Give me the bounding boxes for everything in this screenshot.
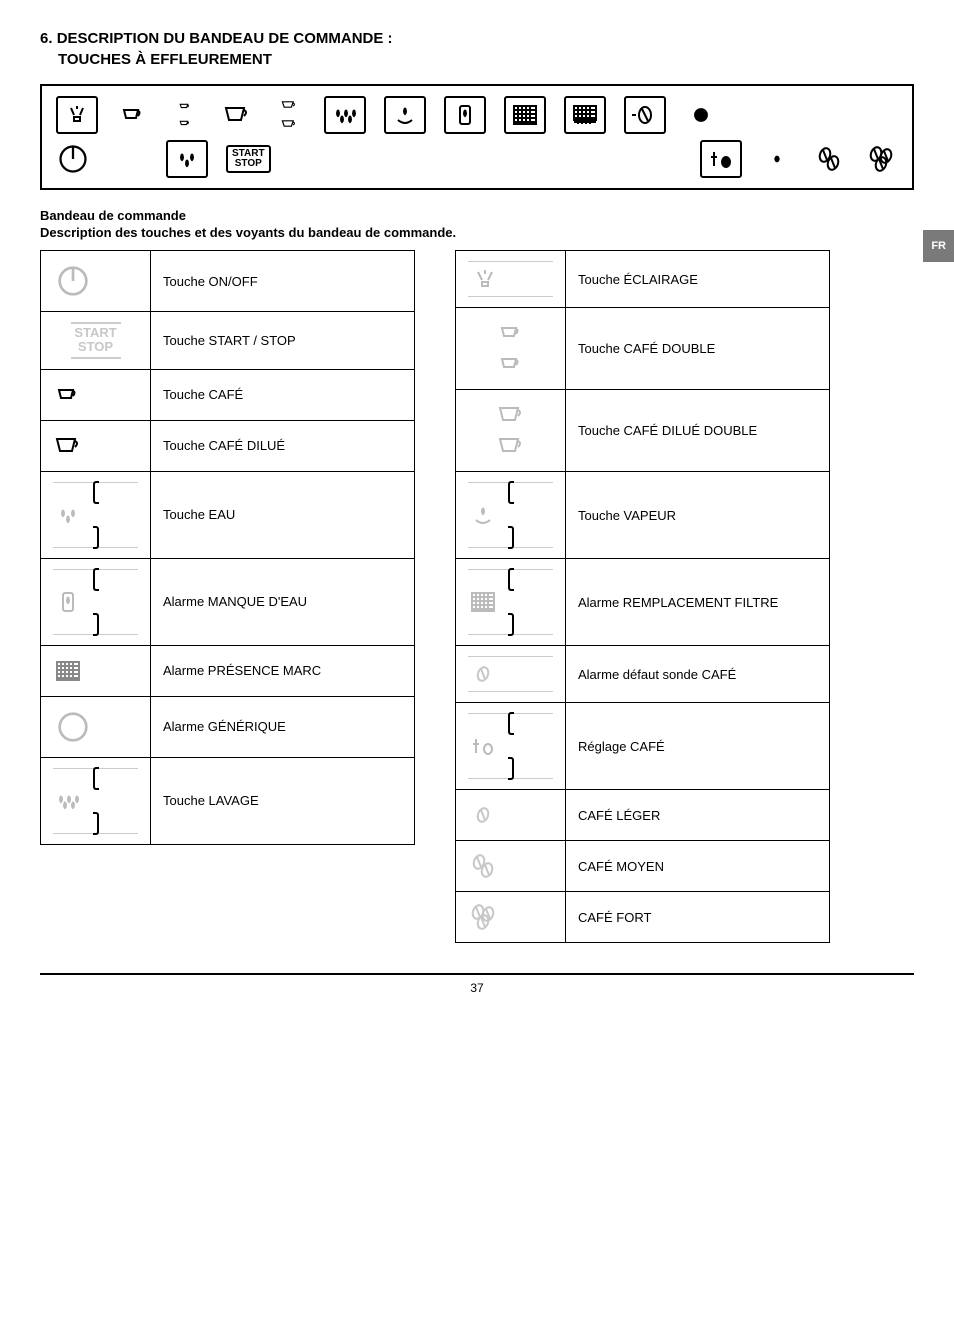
label-cell: Alarme REMPLACEMENT FILTRE	[566, 559, 830, 646]
table-row: Alarme défaut sonde CAFÉ	[456, 646, 830, 703]
table-row: Touche EAU	[41, 471, 415, 558]
section-title-main: DESCRIPTION DU BANDEAU DE COMMANDE :	[57, 30, 393, 47]
power-circle	[56, 142, 90, 176]
cup-double-large	[456, 390, 566, 472]
table-row: Touche CAFÉ DILUÉ DOUBLE	[456, 390, 830, 472]
table-row: STARTSTOP Touche START / STOP	[41, 312, 415, 370]
water-boxed	[444, 98, 486, 132]
bean-boxed	[624, 98, 666, 132]
filter-boxed	[564, 98, 606, 132]
bean-med	[812, 142, 846, 176]
cup-large	[220, 98, 254, 132]
section-number: 6.	[40, 30, 53, 47]
bean-large	[864, 142, 898, 176]
language-tab: FR	[923, 230, 954, 262]
legend-table-right: Touche ÉCLAIRAGETouche CAFÉ DOUBLETouche…	[455, 250, 830, 943]
label-cell: Touche CAFÉ DILUÉ DOUBLE	[566, 390, 830, 472]
power-switch	[41, 251, 151, 312]
panel-row-1	[56, 98, 898, 132]
wash-boxed	[324, 98, 366, 132]
cup-double-large-v	[272, 98, 306, 132]
table-row: Touche CAFÉ DOUBLE	[456, 308, 830, 390]
table-row: Touche ON/OFF	[41, 251, 415, 312]
legend-table-left: Touche ON/OFF STARTSTOP Touche START / S…	[40, 250, 415, 845]
table-row: Alarme MANQUE D'EAU	[41, 558, 415, 645]
label-cell: CAFÉ MOYEN	[566, 841, 830, 892]
label-cell: Touche LAVAGE	[151, 757, 415, 844]
label-cell: Touche START / STOP	[151, 312, 415, 370]
section-subtitle: TOUCHES À EFFLEUREMENT	[58, 51, 914, 68]
water-drops-boxed	[166, 142, 208, 176]
table-row: Touche ÉCLAIRAGE	[456, 251, 830, 308]
label-cell: Alarme PRÉSENCE MARC	[151, 645, 415, 696]
page-number: 37	[40, 973, 914, 995]
label-cell: Touche VAPEUR	[566, 472, 830, 559]
label-cell: Réglage CAFÉ	[566, 703, 830, 790]
bean-one-g	[456, 790, 566, 841]
lamp-boxed	[56, 98, 98, 132]
cup-double-small	[456, 308, 566, 390]
table-row: Alarme REMPLACEMENT FILTRE	[456, 559, 830, 646]
steam	[456, 472, 566, 559]
adjust-bean	[456, 703, 566, 790]
table-row: Réglage CAFÉ	[456, 703, 830, 790]
control-panel-diagram: STARTSTOP	[40, 84, 914, 190]
grid-dark	[41, 645, 151, 696]
table-row: Touche VAPEUR	[456, 472, 830, 559]
start-stop-panel: STARTSTOP	[226, 142, 271, 176]
label-cell: Alarme GÉNÉRIQUE	[151, 696, 415, 757]
grid-boxed-dark	[504, 98, 546, 132]
table-row: CAFÉ MOYEN	[456, 841, 830, 892]
bean-one	[456, 646, 566, 703]
subtext: Description des touches et des voyants d…	[40, 225, 914, 240]
table-row: Alarme PRÉSENCE MARC	[41, 645, 415, 696]
cup-small	[41, 369, 151, 420]
bean-small	[760, 142, 794, 176]
label-cell: Touche CAFÉ DOUBLE	[566, 308, 830, 390]
table-row: CAFÉ LÉGER	[456, 790, 830, 841]
water-drops	[41, 471, 151, 558]
panel-row-2: STARTSTOP	[56, 142, 898, 176]
label-cell: Touche CAFÉ	[151, 369, 415, 420]
filter-grid	[456, 559, 566, 646]
adjust-bean-boxed	[700, 142, 742, 176]
table-row: Touche CAFÉ	[41, 369, 415, 420]
label-cell: Alarme défaut sonde CAFÉ	[566, 646, 830, 703]
lamp	[456, 251, 566, 308]
start-stop: STARTSTOP	[41, 312, 151, 370]
section-title: 6. DESCRIPTION DU BANDEAU DE COMMANDE :	[40, 30, 914, 47]
cup-double-small-v	[168, 98, 202, 132]
circle-empty	[41, 696, 151, 757]
label-cell: Touche ON/OFF	[151, 251, 415, 312]
table-row: Touche CAFÉ DILUÉ	[41, 420, 415, 471]
water-tank	[41, 558, 151, 645]
table-row: CAFÉ FORT	[456, 892, 830, 943]
cup-large	[41, 420, 151, 471]
label-cell: Touche EAU	[151, 471, 415, 558]
label-cell: Touche CAFÉ DILUÉ	[151, 420, 415, 471]
label-cell: Touche ÉCLAIRAGE	[566, 251, 830, 308]
subheading: Bandeau de commande	[40, 208, 914, 223]
bean-three-g	[456, 892, 566, 943]
cup-small	[116, 98, 150, 132]
steam-boxed	[384, 98, 426, 132]
label-cell: CAFÉ LÉGER	[566, 790, 830, 841]
table-row: Touche LAVAGE	[41, 757, 415, 844]
label-cell: CAFÉ FORT	[566, 892, 830, 943]
dot	[684, 98, 718, 132]
wash-drops	[41, 757, 151, 844]
bean-two-g	[456, 841, 566, 892]
label-cell: Alarme MANQUE D'EAU	[151, 558, 415, 645]
table-row: Alarme GÉNÉRIQUE	[41, 696, 415, 757]
